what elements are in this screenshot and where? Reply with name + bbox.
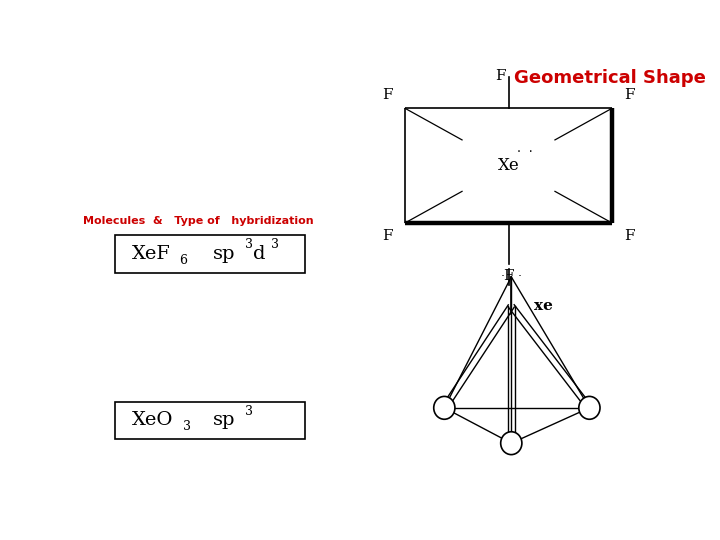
- Text: .: .: [501, 266, 505, 279]
- Text: xe: xe: [534, 299, 552, 313]
- Text: F: F: [503, 268, 514, 282]
- Text: Xe: Xe: [498, 157, 519, 174]
- Bar: [115, 402, 305, 439]
- Text: XeO: XeO: [132, 411, 174, 429]
- Text: 3: 3: [271, 238, 279, 251]
- Ellipse shape: [433, 396, 455, 419]
- Ellipse shape: [500, 432, 522, 455]
- Ellipse shape: [579, 396, 600, 419]
- Text: sp: sp: [213, 411, 235, 429]
- Text: F: F: [624, 88, 634, 102]
- Text: F: F: [382, 229, 393, 243]
- Text: XeF: XeF: [132, 245, 171, 263]
- Text: 3: 3: [183, 420, 192, 433]
- Text: . .: . .: [516, 144, 534, 154]
- Text: sp: sp: [213, 245, 235, 263]
- Bar: [115, 235, 305, 273]
- Text: .: .: [518, 266, 522, 279]
- Text: d: d: [253, 245, 266, 263]
- Text: F: F: [382, 88, 393, 102]
- Text: Geometrical Shape: Geometrical Shape: [514, 69, 706, 87]
- Text: 3: 3: [245, 404, 253, 417]
- Text: Molecules  &   Type of   hybridization: Molecules & Type of hybridization: [84, 215, 314, 226]
- Text: F: F: [624, 229, 634, 243]
- Text: F: F: [495, 69, 505, 83]
- Text: 6: 6: [179, 254, 187, 267]
- Text: 3: 3: [245, 238, 253, 251]
